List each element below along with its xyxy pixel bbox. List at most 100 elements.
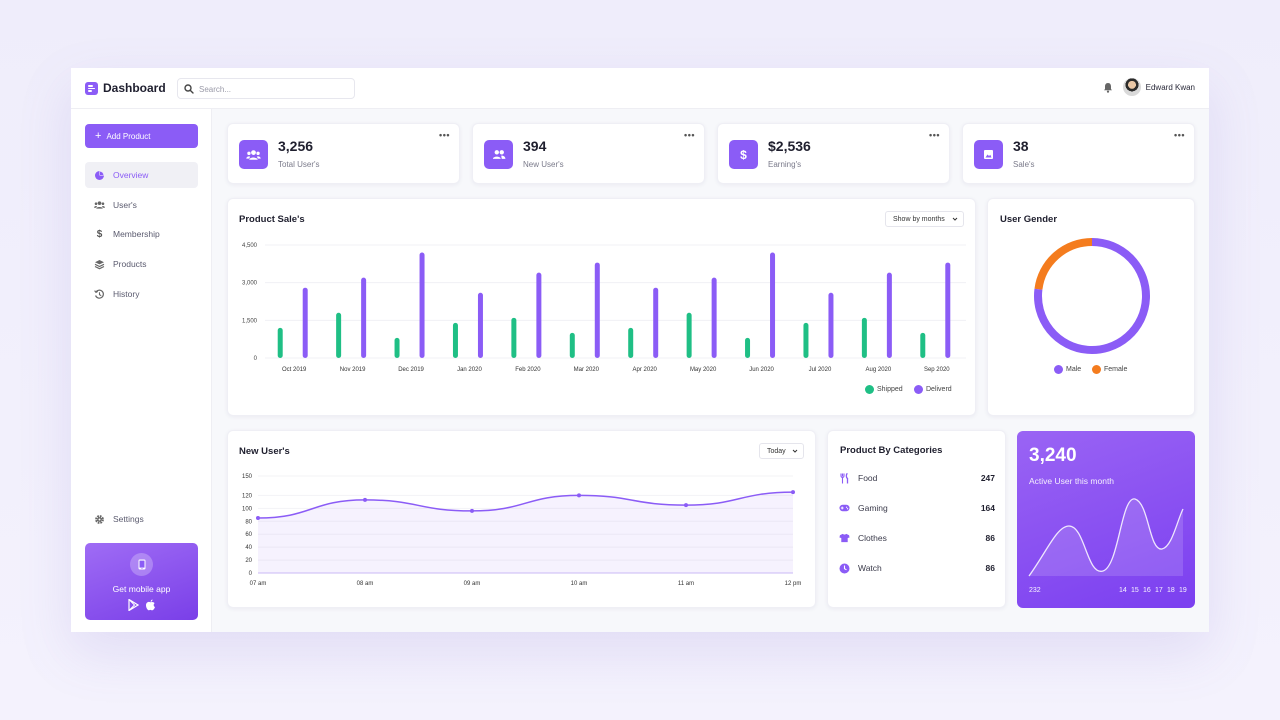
sparkline-x-label: 16 [1143,587,1151,594]
x-tick-label: Mar 2020 [574,367,600,373]
categories-card: Product By Categories Food 247 Gaming 16… [827,430,1006,608]
area-fill [258,492,793,573]
more-icon[interactable]: ••• [929,130,940,140]
today-filter-select[interactable]: Today [759,443,804,459]
sidebar-item-users[interactable]: User's [85,192,198,218]
stat-label: Total User's [278,160,320,169]
active-users-value: 3,240 [1029,445,1077,466]
clock-icon [839,563,850,574]
category-row-food[interactable]: Food 247 [839,471,995,485]
user-gender-card: User Gender Male Female [987,198,1195,416]
donut-slice-male [1034,238,1150,354]
legend-male: Male [1054,365,1081,374]
stat-card-total-users: 3,256 Total User's ••• [227,123,460,184]
data-point [470,508,474,513]
select-value: Today [767,447,786,455]
user-name[interactable]: Edward Kwan [1145,82,1195,92]
stat-value: 38 [1013,138,1029,154]
phone-icon [130,553,153,576]
brand[interactable]: Dashboard [85,81,166,95]
bar-shipped [803,322,809,358]
sparkline-x-label: 17 [1155,587,1163,594]
bar-delivered [828,292,834,358]
x-tick-label: 09 am [464,581,481,587]
stat-card-new-users: 394 New User's ••• [472,123,705,184]
bar-shipped [452,322,458,358]
layers-icon [94,259,105,270]
bar-delivered [419,252,425,358]
new-users-chart: 0 20 40 60 80 100 120 150 07 am 08 am 09 am 10 am 11… [242,474,801,587]
category-row-clothes[interactable]: Clothes 86 [839,531,995,545]
sidebar-item-membership[interactable]: $ Membership [85,221,198,247]
sidebar-item-history[interactable]: History [85,281,198,307]
sparkline-x-label: 232 [1029,587,1041,594]
gear-icon [94,514,105,525]
x-tick-label: May 2020 [690,367,717,373]
legend-label: Male [1066,366,1082,373]
bell-icon[interactable] [1103,82,1113,93]
search-box[interactable] [177,78,355,99]
donut-slice-female [1034,238,1093,290]
x-tick-label: Jun 2020 [749,367,774,373]
more-icon[interactable]: ••• [1174,130,1185,140]
category-row-gaming[interactable]: Gaming 164 [839,501,995,515]
stat-card-earnings: $ $2,536 Earning's ••• [717,123,950,184]
users-icon [94,200,105,211]
more-icon[interactable]: ••• [684,130,695,140]
dollar-icon: $ [96,228,103,240]
bar-delivered [594,262,600,358]
bar-shipped [277,327,283,358]
sidebar-item-overview[interactable]: Overview [85,162,198,188]
search-icon [184,84,194,94]
y-tick-label: 1,500 [242,318,258,324]
x-tick-label: Oct 2019 [282,367,307,373]
x-tick-label: 07 am [250,581,267,587]
more-icon[interactable]: ••• [439,130,450,140]
product-sales-chart: 0 1,500 3,000 4,500 Oct 2019 Nov 2019 Dec 2019… [242,243,966,373]
bar-delivered [945,262,951,358]
legend-female: Female [1092,365,1127,374]
mobile-app-card[interactable]: Get mobile app [85,543,198,620]
stat-value: 3,256 [278,138,314,154]
category-row-watch[interactable]: Watch 86 [839,561,995,575]
bar-shipped [336,312,342,358]
sidebar-item-label: Membership [113,229,160,239]
dashboard-logo-icon [85,81,98,95]
stat-card-sales: 38 Sale's ••• [962,123,1195,184]
category-label: Clothes [858,533,887,543]
add-product-label: Add Product [106,131,151,141]
sidebar-item-label: History [113,289,140,299]
stat-label: Earning's [768,160,802,169]
card-title: Product By Categories [840,445,943,456]
bar-delivered [711,277,717,358]
sidebar: + Add Product Overview User's $ Membersh… [71,109,212,632]
avatar[interactable] [1122,78,1141,96]
sidebar-item-label: Overview [113,170,149,180]
category-value: 86 [985,563,995,573]
months-filter-select[interactable]: Show by months [885,211,964,227]
sparkline-x-label: 14 [1119,587,1127,594]
y-tick-label: 4,500 [242,243,258,249]
y-tick-label: 150 [242,474,253,480]
search-input[interactable] [199,82,349,96]
play-store-icon[interactable] [127,599,139,611]
active-users-sparkline [1028,498,1184,577]
legend-label: Shipped [877,386,903,393]
sidebar-item-settings[interactable]: Settings [85,506,198,532]
apple-icon[interactable] [145,599,156,611]
bar-shipped [920,332,926,358]
bar-shipped [745,337,751,358]
sparkline-x-label: 15 [1131,587,1139,594]
bar-delivered [302,287,308,358]
category-value: 164 [980,503,995,513]
x-tick-label: Dec 2019 [398,367,424,373]
add-product-button[interactable]: + Add Product [85,124,198,148]
tshirt-icon [839,533,850,544]
sidebar-item-label: User's [113,200,137,210]
product-sales-card: Product Sale's Show by months 0 1,500 3,00… [227,198,976,416]
x-tick-label: 08 am [357,581,374,587]
users-icon [484,140,513,169]
data-point [791,490,795,495]
x-tick-label: Jan 2020 [457,367,482,373]
sidebar-item-products[interactable]: Products [85,251,198,277]
